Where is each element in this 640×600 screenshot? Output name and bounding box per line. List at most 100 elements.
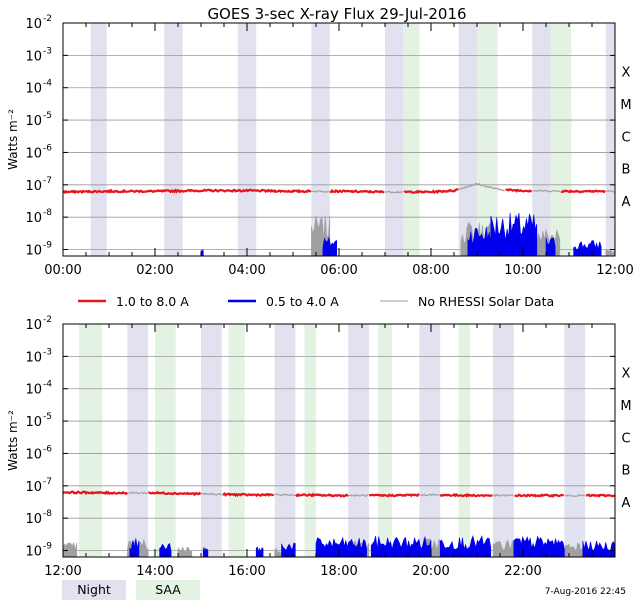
legend-norhessi-label: No RHESSI Solar Data <box>418 294 554 309</box>
saa-band <box>228 324 245 557</box>
saa-band <box>403 23 420 256</box>
long-channel-series <box>605 189 616 193</box>
night-legend-box <box>62 580 126 600</box>
x-tick-label: 06:00 <box>320 263 357 278</box>
saa-legend-label: SAA <box>155 582 181 597</box>
y-tick-label: 10 <box>25 350 42 365</box>
short-channel-series <box>467 226 492 257</box>
legend-long-label: 1.0 to 8.0 A <box>116 294 189 309</box>
y-tick-exponent: -8 <box>43 509 52 519</box>
night-band <box>605 23 615 256</box>
y-tick-label: 10 <box>25 146 42 161</box>
y-tick-label: 10 <box>25 17 42 32</box>
saa-band <box>477 23 498 256</box>
class-label: M <box>620 399 631 414</box>
x-tick-label: 08:00 <box>412 263 449 278</box>
y-tick-label: 10 <box>25 545 42 560</box>
x-tick-label: 22:00 <box>504 564 541 579</box>
long-channel-series <box>348 493 369 498</box>
night-band <box>311 23 330 256</box>
short-channel-series <box>200 249 204 257</box>
y-tick-exponent: -3 <box>43 347 52 357</box>
y-tick-exponent: -7 <box>43 176 52 186</box>
y-tick-label: 10 <box>25 383 42 398</box>
y-tick-exponent: -3 <box>43 46 52 56</box>
y-tick-label: 10 <box>25 49 42 64</box>
short-channel-series <box>573 240 602 257</box>
short-channel-series <box>490 212 538 257</box>
class-label: A <box>622 496 631 511</box>
short-channel-series <box>281 542 296 558</box>
x-tick-label: 20:00 <box>412 564 449 579</box>
night-band <box>458 23 477 256</box>
saa-band <box>304 324 316 557</box>
short-channel-series <box>203 547 209 558</box>
y-tick-label: 10 <box>25 415 42 430</box>
norhessi-short-series <box>492 539 515 558</box>
saa-band <box>458 324 471 557</box>
night-band <box>127 324 149 557</box>
night-band <box>493 324 514 557</box>
short-channel-series <box>315 536 367 558</box>
class-label: B <box>622 464 631 479</box>
long-channel-series <box>294 492 349 498</box>
x-tick-label: 12:00 <box>596 263 633 278</box>
long-channel-series <box>419 493 440 497</box>
y-tick-exponent: -2 <box>43 14 52 24</box>
x-tick-label: 04:00 <box>228 263 265 278</box>
class-label: X <box>622 66 631 81</box>
chart-title: GOES 3-sec X-ray Flux 29-Jul-2016 <box>207 5 466 23</box>
y-tick-exponent: -6 <box>43 143 52 153</box>
y-tick-exponent: -8 <box>43 208 52 218</box>
y-tick-exponent: -5 <box>43 111 52 121</box>
y-axis-label: Watts m⁻² <box>6 410 20 471</box>
x-tick-label: 02:00 <box>136 263 173 278</box>
long-channel-series <box>368 493 420 498</box>
footer-timestamp: 7-Aug-2016 22:45 <box>545 587 626 597</box>
short-channel-series <box>439 535 492 558</box>
night-band <box>164 23 183 256</box>
short-channel-series <box>255 546 264 558</box>
x-tick-label: 18:00 <box>320 564 357 579</box>
class-label: C <box>621 431 630 446</box>
saa-legend-box <box>136 580 200 600</box>
class-label: B <box>622 163 631 178</box>
long-channel-series <box>148 490 202 497</box>
x-tick-label: 00:00 <box>44 263 81 278</box>
long-channel-series <box>514 493 564 498</box>
x-tick-label: 10:00 <box>504 263 541 278</box>
saa-band <box>550 23 572 256</box>
long-channel-series <box>329 188 385 194</box>
y-tick-label: 10 <box>25 512 42 527</box>
x-tick-label: 16:00 <box>228 564 265 579</box>
short-channel-series <box>159 542 172 558</box>
y-tick-label: 10 <box>25 244 42 259</box>
class-label: M <box>620 98 631 113</box>
y-tick-exponent: -6 <box>43 444 52 454</box>
norhessi-short-series <box>62 541 78 558</box>
long-channel-series <box>384 190 404 194</box>
y-tick-label: 10 <box>25 82 42 97</box>
night-band <box>532 23 551 256</box>
x-tick-label: 12:00 <box>44 564 81 579</box>
y-tick-exponent: -4 <box>43 380 52 390</box>
short-channel-series <box>582 540 616 558</box>
saa-band <box>378 324 392 557</box>
long-channel-series <box>532 189 561 193</box>
long-channel-series <box>459 182 505 192</box>
long-channel-series <box>62 188 312 195</box>
long-channel-series <box>274 493 295 497</box>
night-legend-label: Night <box>77 582 111 597</box>
long-channel-series <box>311 190 330 193</box>
legend-short-label: 0.5 to 4.0 A <box>266 294 339 309</box>
y-tick-label: 10 <box>25 114 42 129</box>
saa-band <box>155 324 176 557</box>
y-tick-exponent: -9 <box>43 542 52 552</box>
long-channel-series <box>439 492 493 498</box>
night-band <box>385 23 404 256</box>
long-channel-series <box>560 189 606 194</box>
norhessi-short-series <box>177 546 193 558</box>
y-tick-label: 10 <box>25 480 42 495</box>
